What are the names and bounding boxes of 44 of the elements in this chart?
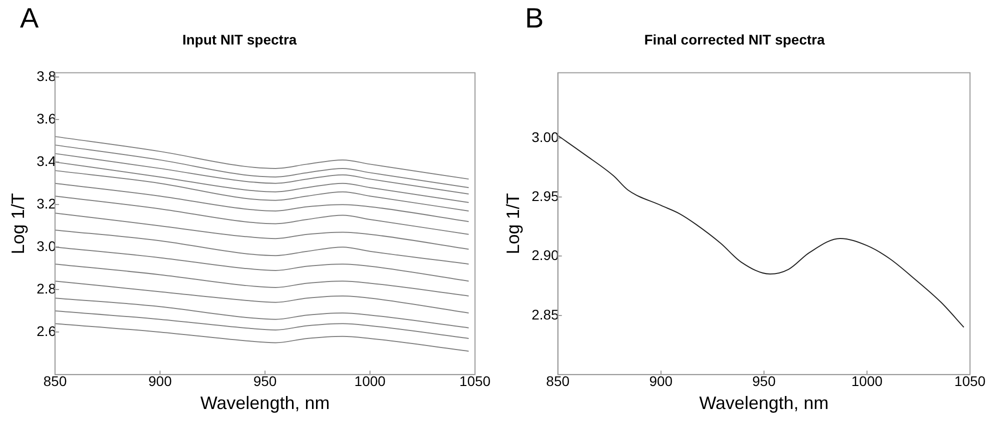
chart-title: Final corrected NIT spectra bbox=[644, 31, 825, 48]
y-tick-label: 2.8 bbox=[36, 280, 56, 296]
x-tick-label: 950 bbox=[253, 372, 277, 389]
line-series bbox=[55, 182, 470, 222]
line-series bbox=[55, 153, 470, 194]
line-series bbox=[55, 212, 470, 250]
x-tick-label: 850 bbox=[43, 372, 67, 389]
y-tick-label: 3.6 bbox=[36, 110, 56, 126]
chart-title: Input NIT spectra bbox=[182, 31, 297, 48]
line-series bbox=[55, 162, 470, 203]
x-tick-label: 950 bbox=[752, 372, 776, 389]
x-tick-label: 900 bbox=[649, 372, 673, 389]
x-axis-title: Wavelength, nm bbox=[200, 393, 330, 414]
x-tick-label: 1000 bbox=[354, 372, 386, 389]
line-series bbox=[55, 310, 470, 339]
y-axis-title: Log 1/T bbox=[8, 193, 28, 254]
x-tick-label: 900 bbox=[148, 372, 172, 389]
y-tick-label: 3.2 bbox=[36, 195, 56, 212]
y-tick-label: 2.95 bbox=[532, 188, 560, 204]
x-tick-label: 1000 bbox=[851, 372, 883, 389]
x-tick-label: 1050 bbox=[954, 372, 986, 389]
y-tick-label: 3.0 bbox=[36, 238, 56, 254]
line-series bbox=[55, 136, 470, 180]
text: A bbox=[20, 2, 39, 34]
line-series bbox=[55, 264, 470, 296]
line-series bbox=[558, 135, 964, 328]
y-tick-label: 2.6 bbox=[36, 322, 56, 339]
x-tick-label: 850 bbox=[546, 372, 570, 389]
line-series bbox=[55, 144, 470, 188]
line-series bbox=[55, 230, 470, 265]
y-tick-label: 2.90 bbox=[532, 247, 560, 264]
y-tick-label: 3.8 bbox=[36, 68, 56, 84]
line-series bbox=[55, 196, 470, 235]
x-axis-title: Wavelength, nm bbox=[699, 393, 829, 414]
line-series bbox=[55, 170, 470, 212]
y-tick-label: 2.85 bbox=[532, 306, 560, 322]
y-tick-label: 3.00 bbox=[532, 128, 560, 145]
x-tick-label: 1050 bbox=[459, 372, 491, 389]
line-series bbox=[55, 280, 470, 314]
line-series bbox=[55, 323, 470, 352]
line-series bbox=[55, 298, 470, 328]
text: B bbox=[525, 2, 544, 34]
line-series bbox=[55, 246, 470, 282]
y-axis-title: Log 1/T bbox=[502, 193, 523, 254]
